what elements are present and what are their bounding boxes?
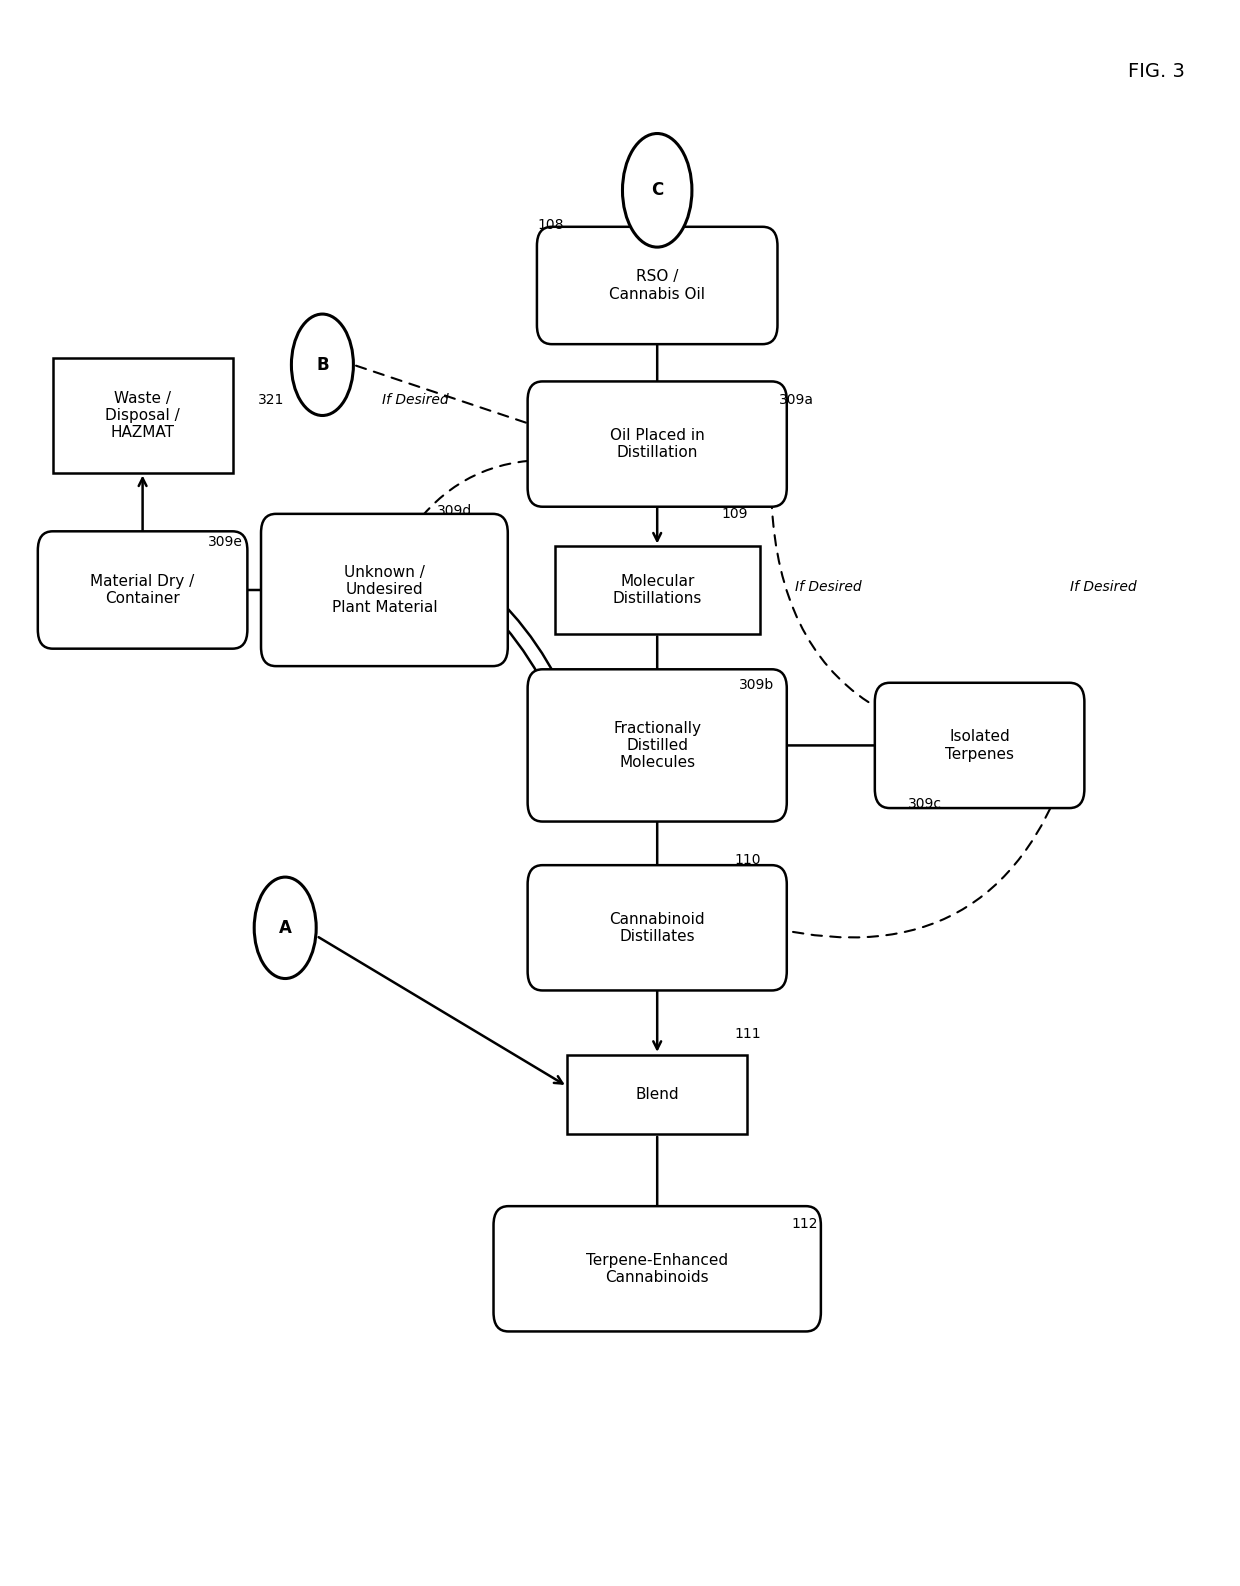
Text: RSO /
Cannabis Oil: RSO / Cannabis Oil [609, 270, 706, 301]
Text: If Desired: If Desired [1070, 580, 1137, 593]
Text: Cannabinoid
Distillates: Cannabinoid Distillates [609, 912, 706, 944]
FancyBboxPatch shape [537, 227, 777, 344]
Text: 112: 112 [791, 1218, 817, 1231]
Text: A: A [279, 918, 291, 937]
FancyBboxPatch shape [528, 382, 786, 508]
Text: If Desired: If Desired [795, 580, 862, 593]
Ellipse shape [254, 877, 316, 979]
Bar [53, 358, 233, 473]
Ellipse shape [622, 133, 692, 247]
FancyBboxPatch shape [528, 669, 786, 822]
Text: 309d: 309d [436, 504, 471, 517]
Text: Fractionally
Distilled
Molecules: Fractionally Distilled Molecules [614, 720, 701, 771]
Text: C: C [651, 181, 663, 200]
FancyBboxPatch shape [875, 682, 1084, 807]
Text: 309e: 309e [208, 536, 243, 549]
Text: Terpene-Enhanced
Cannabinoids: Terpene-Enhanced Cannabinoids [587, 1253, 728, 1285]
Bar [568, 1055, 748, 1134]
Text: 109: 109 [722, 508, 748, 520]
FancyBboxPatch shape [38, 531, 247, 649]
Text: If Desired: If Desired [382, 393, 449, 406]
Text: 108: 108 [538, 219, 564, 232]
Text: 110: 110 [734, 853, 760, 866]
Text: 309a: 309a [779, 393, 813, 406]
FancyBboxPatch shape [528, 866, 786, 990]
Text: 321: 321 [258, 393, 284, 406]
Text: Isolated
Terpenes: Isolated Terpenes [945, 730, 1014, 761]
Bar [556, 546, 759, 633]
FancyBboxPatch shape [494, 1205, 821, 1332]
FancyBboxPatch shape [260, 514, 508, 666]
Text: Oil Placed in
Distillation: Oil Placed in Distillation [610, 428, 704, 460]
Text: 309b: 309b [739, 679, 774, 691]
Text: Blend: Blend [635, 1086, 680, 1102]
Text: 111: 111 [734, 1028, 760, 1040]
Text: Material Dry /
Container: Material Dry / Container [91, 574, 195, 606]
Text: Unknown /
Undesired
Plant Material: Unknown / Undesired Plant Material [331, 565, 438, 615]
Text: B: B [316, 355, 329, 374]
Text: 309c: 309c [908, 798, 941, 810]
Text: Molecular
Distillations: Molecular Distillations [613, 574, 702, 606]
Text: FIG. 3: FIG. 3 [1128, 62, 1185, 81]
Text: Waste /
Disposal /
HAZMAT: Waste / Disposal / HAZMAT [105, 390, 180, 441]
Ellipse shape [291, 314, 353, 416]
